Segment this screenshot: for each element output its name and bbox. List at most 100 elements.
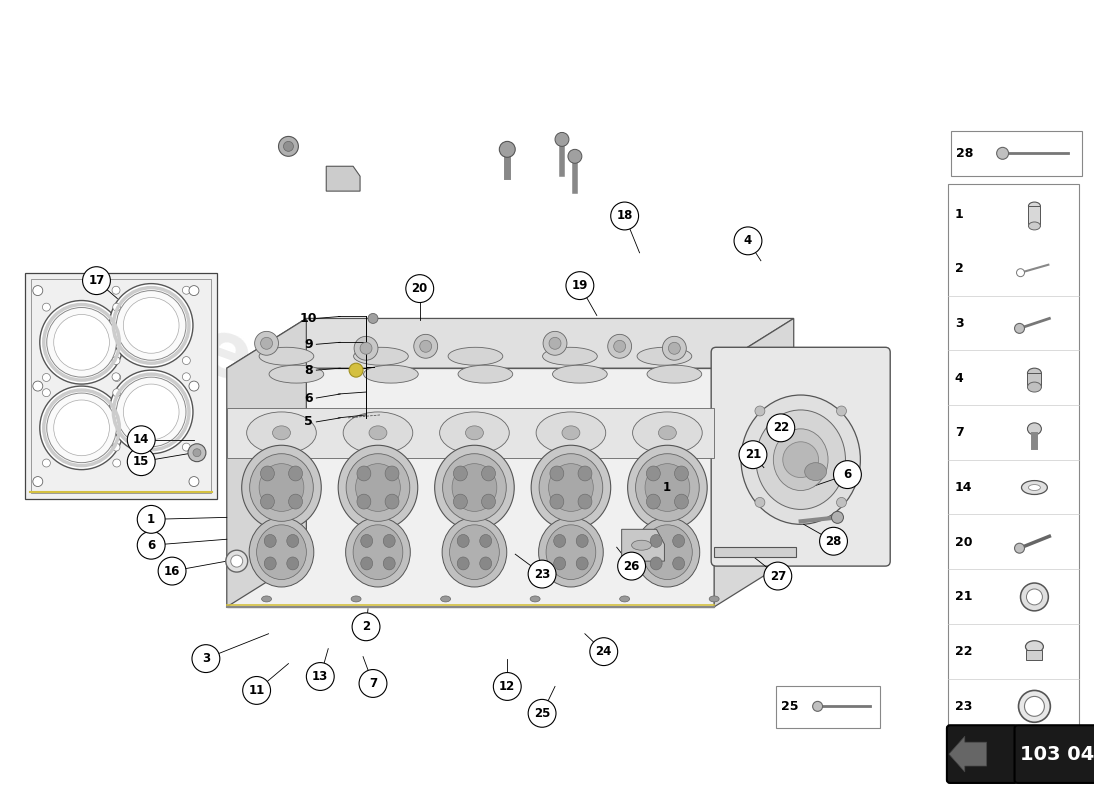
Circle shape xyxy=(43,303,51,311)
Circle shape xyxy=(349,363,363,377)
Ellipse shape xyxy=(1024,697,1044,716)
Circle shape xyxy=(739,441,767,469)
Circle shape xyxy=(117,377,186,446)
Circle shape xyxy=(590,638,618,666)
Ellipse shape xyxy=(546,525,596,579)
Circle shape xyxy=(755,406,764,416)
Circle shape xyxy=(368,314,378,323)
Text: 16: 16 xyxy=(164,565,180,578)
Text: 20: 20 xyxy=(955,536,972,549)
Circle shape xyxy=(54,400,109,456)
Circle shape xyxy=(112,459,121,467)
Circle shape xyxy=(493,673,521,700)
Ellipse shape xyxy=(635,518,700,587)
Ellipse shape xyxy=(710,596,719,602)
Circle shape xyxy=(112,389,121,397)
Ellipse shape xyxy=(368,426,387,440)
Ellipse shape xyxy=(632,412,702,454)
Ellipse shape xyxy=(1019,690,1050,722)
Circle shape xyxy=(117,290,186,360)
Circle shape xyxy=(763,562,792,590)
Ellipse shape xyxy=(356,494,371,509)
Bar xyxy=(1028,206,1041,226)
Ellipse shape xyxy=(482,494,495,509)
Circle shape xyxy=(360,342,372,354)
Ellipse shape xyxy=(260,347,313,365)
Ellipse shape xyxy=(576,557,588,570)
Text: 17: 17 xyxy=(88,274,104,287)
Ellipse shape xyxy=(1026,589,1043,605)
Text: 25: 25 xyxy=(781,700,799,713)
Circle shape xyxy=(82,266,110,294)
Polygon shape xyxy=(227,318,307,607)
Circle shape xyxy=(112,373,120,381)
Ellipse shape xyxy=(578,494,592,509)
Ellipse shape xyxy=(338,446,418,530)
Text: 3: 3 xyxy=(201,652,210,665)
Ellipse shape xyxy=(287,557,299,570)
Circle shape xyxy=(189,286,199,295)
Bar xyxy=(227,408,714,458)
Ellipse shape xyxy=(673,534,684,547)
Ellipse shape xyxy=(246,412,317,454)
Bar xyxy=(948,184,1079,734)
Circle shape xyxy=(109,284,192,367)
Ellipse shape xyxy=(361,557,373,570)
Circle shape xyxy=(284,142,294,151)
Circle shape xyxy=(832,511,844,523)
FancyBboxPatch shape xyxy=(947,726,1018,783)
Text: 22: 22 xyxy=(955,645,972,658)
Ellipse shape xyxy=(1025,641,1044,653)
Text: 7: 7 xyxy=(368,677,377,690)
Ellipse shape xyxy=(343,412,412,454)
Text: 7: 7 xyxy=(955,426,964,439)
Circle shape xyxy=(188,444,206,462)
Text: 21: 21 xyxy=(745,448,761,462)
Ellipse shape xyxy=(351,596,361,602)
Text: 23: 23 xyxy=(955,700,972,713)
Ellipse shape xyxy=(385,494,399,509)
Circle shape xyxy=(192,449,201,457)
Ellipse shape xyxy=(550,466,564,481)
Text: 15: 15 xyxy=(133,455,150,468)
Circle shape xyxy=(158,557,186,585)
Circle shape xyxy=(40,386,123,470)
Text: 103 04: 103 04 xyxy=(1020,745,1094,763)
Ellipse shape xyxy=(539,518,603,587)
Text: 5: 5 xyxy=(304,415,312,428)
Ellipse shape xyxy=(345,518,410,587)
Ellipse shape xyxy=(631,540,651,550)
Ellipse shape xyxy=(673,557,684,570)
Circle shape xyxy=(610,202,639,230)
Circle shape xyxy=(33,477,43,486)
Ellipse shape xyxy=(231,555,243,567)
Ellipse shape xyxy=(1027,368,1042,378)
Text: 21: 21 xyxy=(955,590,972,603)
Circle shape xyxy=(669,342,680,354)
Text: 1: 1 xyxy=(955,207,964,221)
Ellipse shape xyxy=(741,395,860,524)
Ellipse shape xyxy=(458,365,513,383)
Ellipse shape xyxy=(530,596,540,602)
Circle shape xyxy=(189,381,199,391)
Circle shape xyxy=(543,331,566,355)
Ellipse shape xyxy=(434,446,514,530)
Circle shape xyxy=(261,338,273,350)
Circle shape xyxy=(834,461,861,489)
Text: 19: 19 xyxy=(572,279,588,292)
Ellipse shape xyxy=(482,466,495,481)
Bar xyxy=(1026,650,1043,660)
Text: eurospares: eurospares xyxy=(188,313,668,547)
Text: 1: 1 xyxy=(662,481,671,494)
Ellipse shape xyxy=(288,494,302,509)
Circle shape xyxy=(138,506,165,534)
Ellipse shape xyxy=(576,534,588,547)
Polygon shape xyxy=(327,166,360,191)
Text: 28: 28 xyxy=(825,534,842,548)
Text: 4: 4 xyxy=(744,234,752,247)
Ellipse shape xyxy=(273,426,290,440)
Ellipse shape xyxy=(448,347,503,365)
Text: 23: 23 xyxy=(534,567,550,581)
Ellipse shape xyxy=(549,464,593,511)
Text: 14: 14 xyxy=(955,481,972,494)
